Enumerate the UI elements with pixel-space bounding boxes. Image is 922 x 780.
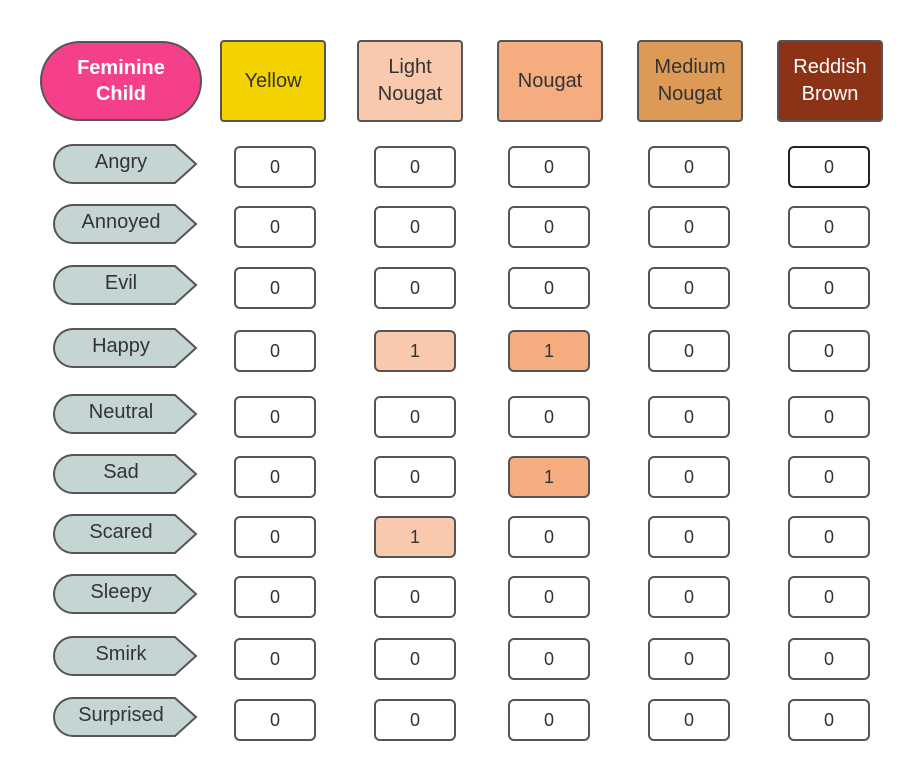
column-header-nougat: Nougat [497, 40, 603, 122]
row-label-angry: Angry [53, 144, 199, 184]
cell-angry-reddish-brown: 0 [788, 146, 870, 188]
cell-neutral-medium-nougat: 0 [648, 396, 730, 438]
cell-smirk-yellow: 0 [234, 638, 316, 680]
cell-happy-yellow: 0 [234, 330, 316, 372]
column-header-light-nougat: Light Nougat [357, 40, 463, 122]
row-label-text: Annoyed [81, 210, 161, 233]
row-label-shape [53, 394, 198, 434]
cell-smirk-medium-nougat: 0 [648, 638, 730, 680]
cell-sad-yellow: 0 [234, 456, 316, 498]
cell-scared-yellow: 0 [234, 516, 316, 558]
cell-evil-nougat: 0 [508, 267, 590, 309]
row-label-text: Sleepy [90, 580, 152, 603]
row-label-text: Happy [92, 334, 150, 357]
cell-evil-reddish-brown: 0 [788, 267, 870, 309]
row-label-shape [53, 328, 198, 368]
column-header-reddish-brown: Reddish Brown [777, 40, 883, 122]
cell-surprised-medium-nougat: 0 [648, 699, 730, 741]
cell-angry-yellow: 0 [234, 146, 316, 188]
cell-smirk-light-nougat: 0 [374, 638, 456, 680]
cell-neutral-nougat: 0 [508, 396, 590, 438]
cell-angry-nougat: 0 [508, 146, 590, 188]
row-label-smirk: Smirk [53, 636, 199, 676]
cell-smirk-nougat: 0 [508, 638, 590, 680]
cell-annoyed-medium-nougat: 0 [648, 206, 730, 248]
cell-annoyed-reddish-brown: 0 [788, 206, 870, 248]
row-label-text: Sad [103, 460, 139, 483]
row-label-shape [53, 697, 198, 737]
column-header-label: Yellow [244, 69, 302, 92]
cell-happy-medium-nougat: 0 [648, 330, 730, 372]
cell-sad-nougat: 1 [508, 456, 590, 498]
row-label-shape [53, 204, 198, 244]
cell-sad-light-nougat: 0 [374, 456, 456, 498]
row-label-annoyed: Annoyed [53, 204, 199, 244]
cell-sleepy-reddish-brown: 0 [788, 576, 870, 618]
cell-scared-light-nougat: 1 [374, 516, 456, 558]
cell-angry-light-nougat: 0 [374, 146, 456, 188]
cell-happy-light-nougat: 1 [374, 330, 456, 372]
cell-sleepy-medium-nougat: 0 [648, 576, 730, 618]
row-label-sleepy: Sleepy [53, 574, 199, 614]
corner-header-feminine-child: Feminine Child [40, 41, 202, 121]
row-label-text: Surprised [78, 703, 164, 726]
cell-surprised-yellow: 0 [234, 699, 316, 741]
column-header-medium-nougat: Medium Nougat [637, 40, 743, 122]
row-label-surprised: Surprised [53, 697, 199, 737]
row-label-text: Angry [94, 150, 148, 173]
cell-annoyed-nougat: 0 [508, 206, 590, 248]
cell-scared-medium-nougat: 0 [648, 516, 730, 558]
column-header-label: Light Nougat [377, 56, 443, 105]
row-label-shape [53, 574, 198, 614]
column-header-label: Reddish Brown [793, 56, 867, 105]
row-label-neutral: Neutral [53, 394, 199, 434]
row-label-shape [53, 636, 198, 676]
row-label-shape [53, 454, 198, 494]
row-label-sad: Sad [53, 454, 199, 494]
column-header-yellow: Yellow [220, 40, 326, 122]
cell-happy-nougat: 1 [508, 330, 590, 372]
row-label-text: Neutral [88, 400, 154, 423]
cell-evil-yellow: 0 [234, 267, 316, 309]
cell-angry-medium-nougat: 0 [648, 146, 730, 188]
cell-sleepy-light-nougat: 0 [374, 576, 456, 618]
row-label-happy: Happy [53, 328, 199, 368]
row-label-shape [53, 144, 198, 184]
row-label-shape [53, 514, 198, 554]
cell-evil-light-nougat: 0 [374, 267, 456, 309]
cell-surprised-light-nougat: 0 [374, 699, 456, 741]
row-label-scared: Scared [53, 514, 199, 554]
cell-smirk-reddish-brown: 0 [788, 638, 870, 680]
row-label-text: Scared [89, 520, 153, 543]
cell-neutral-reddish-brown: 0 [788, 396, 870, 438]
cell-surprised-nougat: 0 [508, 699, 590, 741]
row-label-text: Evil [104, 271, 138, 294]
cell-evil-medium-nougat: 0 [648, 267, 730, 309]
cell-annoyed-light-nougat: 0 [374, 206, 456, 248]
cell-scared-nougat: 0 [508, 516, 590, 558]
corner-header-label: Feminine Child [77, 57, 165, 105]
cell-sleepy-nougat: 0 [508, 576, 590, 618]
cell-sad-reddish-brown: 0 [788, 456, 870, 498]
cell-sleepy-yellow: 0 [234, 576, 316, 618]
cell-happy-reddish-brown: 0 [788, 330, 870, 372]
cell-neutral-yellow: 0 [234, 396, 316, 438]
column-header-label: Medium Nougat [654, 56, 726, 105]
cell-sad-medium-nougat: 0 [648, 456, 730, 498]
cell-annoyed-yellow: 0 [234, 206, 316, 248]
row-label-text: Smirk [95, 642, 147, 665]
row-label-shape [53, 265, 198, 305]
column-header-label: Nougat [517, 69, 583, 92]
row-label-evil: Evil [53, 265, 199, 305]
cell-scared-reddish-brown: 0 [788, 516, 870, 558]
cell-surprised-reddish-brown: 0 [788, 699, 870, 741]
cell-neutral-light-nougat: 0 [374, 396, 456, 438]
